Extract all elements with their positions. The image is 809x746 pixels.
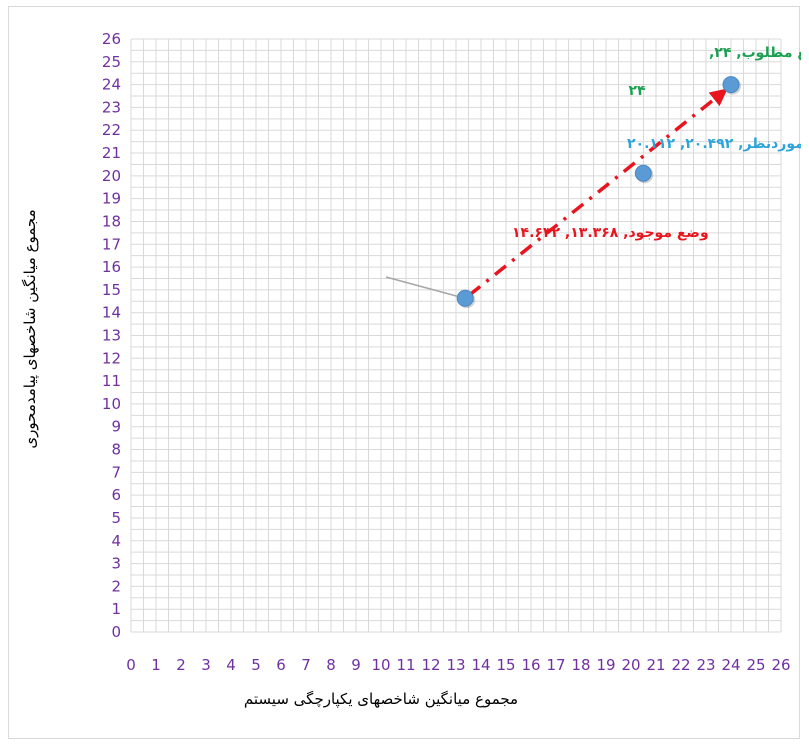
y-axis-title: مجموع میانگین شاخصهای پیامدمحوری <box>21 209 40 448</box>
y-tick-label: 19 <box>102 190 121 208</box>
y-tick-label: 24 <box>102 76 121 94</box>
y-tick-label: 7 <box>111 463 121 481</box>
x-tick-label: 8 <box>326 656 336 674</box>
x-tick-label: 23 <box>696 656 715 674</box>
y-tick-label: 6 <box>111 486 121 504</box>
x-axis-title: مجموع میانگین شاخصهای یکپارچگی سیستم <box>244 690 518 709</box>
y-tick-label: 20 <box>102 167 121 185</box>
x-tick-label: 17 <box>546 656 565 674</box>
y-tick-label: 9 <box>111 418 121 436</box>
x-tick-label: 12 <box>421 656 440 674</box>
x-tick-label: 25 <box>746 656 765 674</box>
grid-lines <box>130 38 782 633</box>
y-tick-label: 10 <box>102 395 121 413</box>
y-tick-label: 2 <box>111 577 121 595</box>
x-tick-label: 2 <box>176 656 186 674</box>
x-tick-labels: 0 1 2 3 4 5 6 7 8 9 10 11 12 13 14 15 16 17 18 19 20 21 22 23 24… <box>126 656 790 674</box>
series-layer <box>456 76 741 309</box>
x-tick-label: 11 <box>396 656 415 674</box>
data-point <box>456 289 474 307</box>
leader-line <box>385 276 458 298</box>
trend-arrow <box>468 88 728 297</box>
y-tick-label: 8 <box>111 441 121 459</box>
x-tick-label: 13 <box>446 656 465 674</box>
data-label: وضع مطلوب, ۲۴, <box>709 45 801 61</box>
y-tick-label: 25 <box>102 53 121 71</box>
y-tick-label: 17 <box>102 235 121 253</box>
x-tick-label: 20 <box>621 656 640 674</box>
data-point <box>722 76 740 94</box>
y-tick-label: 16 <box>102 258 121 276</box>
x-tick-label: 24 <box>721 656 740 674</box>
y-tick-label: 23 <box>102 98 121 116</box>
data-label: وضع موردنظر, ۲۰.۴۹۲, ۲۰.۱۱۲ <box>627 136 801 152</box>
y-tick-label: 11 <box>102 372 121 390</box>
scatter-chart: 0123456789101112131415161718192021222324… <box>21 30 801 709</box>
x-tick-label: 10 <box>371 656 390 674</box>
x-tick-label: 16 <box>521 656 540 674</box>
x-tick-label: 7 <box>301 656 311 674</box>
x-tick-label: 19 <box>596 656 615 674</box>
y-tick-labels: 0123456789101112131415161718192021222324… <box>102 30 121 641</box>
x-tick-label: 21 <box>646 656 665 674</box>
data-labels-layer: وضع موجود, ۱۳.۳۶۸, ۱۴.۶۳۲ وضع موردنظر, ۲۰… <box>385 45 801 298</box>
y-tick-label: 5 <box>111 509 121 527</box>
data-label: وضع موجود, ۱۳.۳۶۸, ۱۴.۶۳۲ <box>512 225 709 241</box>
y-tick-label: 4 <box>111 532 121 550</box>
x-tick-label: 15 <box>496 656 515 674</box>
y-tick-label: 1 <box>111 600 121 618</box>
x-tick-label: 22 <box>671 656 690 674</box>
x-tick-label: 5 <box>251 656 261 674</box>
x-tick-label: 18 <box>571 656 590 674</box>
y-tick-label: 12 <box>102 349 121 367</box>
y-tick-label: 13 <box>102 327 121 345</box>
y-tick-label: 22 <box>102 121 121 139</box>
x-tick-label: 4 <box>226 656 236 674</box>
y-tick-label: 26 <box>102 30 121 48</box>
y-tick-label: 15 <box>102 281 121 299</box>
x-tick-label: 1 <box>151 656 161 674</box>
x-tick-label: 0 <box>126 656 136 674</box>
y-tick-label: 21 <box>102 144 121 162</box>
x-tick-label: 9 <box>351 656 361 674</box>
x-tick-label: 6 <box>276 656 286 674</box>
x-tick-label: 14 <box>471 656 490 674</box>
data-point <box>634 164 652 182</box>
data-label-line2: ۲۴ <box>628 83 646 99</box>
x-tick-label: 26 <box>771 656 790 674</box>
y-tick-label: 18 <box>102 212 121 230</box>
chart-frame: 0 1 2 3 4 5 6 7 8 9 10 11 12 13 14 15 16 17 18 19 20 21 22 23 24… <box>8 6 801 739</box>
y-tick-label: 3 <box>111 555 121 573</box>
y-tick-label: 14 <box>102 304 121 322</box>
y-tick-label: 0 <box>111 623 121 641</box>
x-tick-label: 3 <box>201 656 211 674</box>
